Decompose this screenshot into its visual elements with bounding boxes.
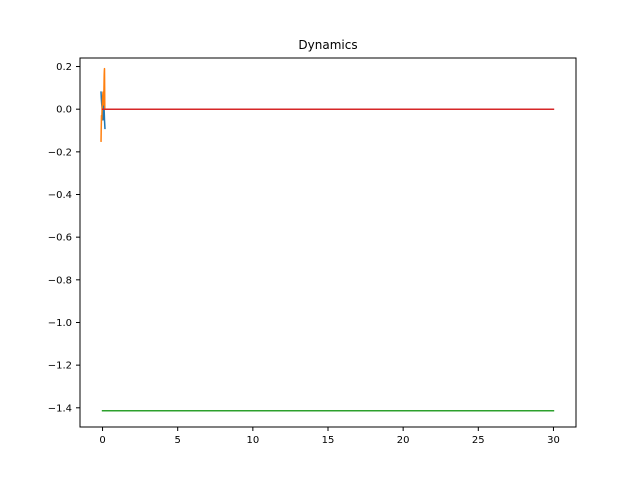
x-tick-label: 30 bbox=[547, 435, 560, 446]
x-axis: 0 5 10 15 20 25 30 bbox=[99, 427, 560, 446]
x-tick-label: 5 bbox=[175, 435, 181, 446]
y-tick-label: −0.6 bbox=[48, 233, 72, 244]
y-tick-label: −1.2 bbox=[48, 361, 72, 372]
series-line-1 bbox=[100, 91, 106, 130]
x-tick-label: 0 bbox=[99, 435, 105, 446]
series-line-2 bbox=[100, 67, 106, 142]
y-tick-label: −1.0 bbox=[48, 318, 72, 329]
y-axis: 0.2 0.0 −0.2 −0.4 −0.6 −0.8 −1.0 −1.2 −1.4 bbox=[48, 62, 80, 414]
y-tick-label: −1.4 bbox=[48, 403, 72, 414]
x-tick-label: 20 bbox=[397, 435, 410, 446]
x-tick-label: 25 bbox=[472, 435, 485, 446]
x-tick-label: 15 bbox=[322, 435, 335, 446]
x-tick-label: 10 bbox=[246, 435, 259, 446]
y-tick-label: 0.2 bbox=[56, 62, 72, 73]
chart-title: Dynamics bbox=[298, 38, 357, 52]
y-tick-label: −0.8 bbox=[48, 275, 72, 286]
y-tick-label: −0.2 bbox=[48, 147, 72, 158]
y-tick-label: −0.4 bbox=[48, 190, 72, 201]
plot-frame bbox=[79, 57, 577, 428]
y-tick-label: 0.0 bbox=[56, 105, 72, 116]
